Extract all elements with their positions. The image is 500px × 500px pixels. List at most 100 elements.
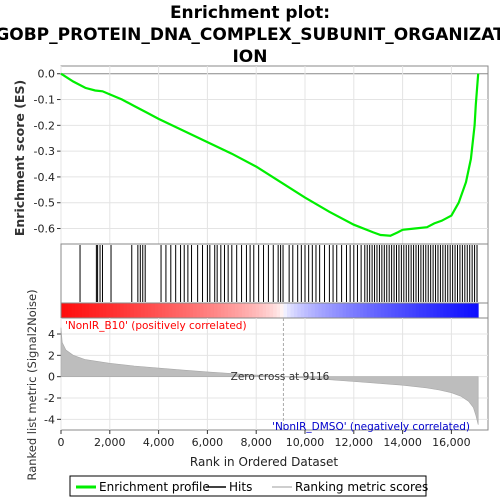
heatmap-cell bbox=[200, 303, 204, 318]
heatmap-cell bbox=[280, 303, 284, 318]
metric-y-tick-label: 2 bbox=[48, 349, 55, 362]
es-y-tick-label: -0.5 bbox=[34, 197, 55, 210]
heatmap-cell bbox=[300, 303, 305, 318]
heatmap-cell bbox=[339, 303, 344, 318]
chart-title-line-1: Enrichment plot: bbox=[170, 3, 330, 23]
heatmap-cell bbox=[363, 303, 368, 318]
heatmap-cell bbox=[220, 303, 225, 318]
chart-title-line-2: GOBP_PROTEIN_DNA_COMPLEX_SUBUNIT_ORGANIZ… bbox=[0, 25, 500, 45]
es-y-tick-label: -0.4 bbox=[34, 171, 55, 184]
heatmap-cell bbox=[67, 303, 72, 318]
heatmap-cell bbox=[269, 303, 274, 318]
heatmap-cell bbox=[366, 303, 371, 318]
heatmap-cell bbox=[120, 303, 124, 318]
heatmap-cell bbox=[276, 303, 281, 318]
heatmap-cell bbox=[248, 303, 253, 318]
heatmap-cell bbox=[186, 303, 191, 318]
heatmap-cell bbox=[144, 303, 149, 318]
heatmap-cell bbox=[266, 303, 271, 318]
heatmap-cell bbox=[370, 303, 375, 318]
heatmap-cell bbox=[446, 303, 451, 318]
heatmap-cell bbox=[380, 303, 385, 318]
heatmap-cell bbox=[175, 303, 180, 318]
heatmap-cell bbox=[203, 303, 208, 318]
heatmap-cell bbox=[140, 303, 145, 318]
heatmap-cell bbox=[158, 303, 163, 318]
es-y-tick-label: 0.0 bbox=[38, 68, 56, 81]
heatmap-cell bbox=[154, 303, 159, 318]
heatmap-cell bbox=[102, 303, 107, 318]
heatmap-cell bbox=[78, 303, 83, 318]
heatmap-cell bbox=[349, 303, 354, 318]
zero-cross-label: Zero cross at 9116 bbox=[231, 371, 330, 383]
negative-correlation-label: 'NonIR_DMSO' (negatively correlated) bbox=[272, 421, 470, 433]
heatmap-cell bbox=[415, 303, 420, 318]
heatmap-cell bbox=[109, 303, 114, 318]
heatmap-cell bbox=[189, 303, 194, 318]
heatmap-cell bbox=[210, 303, 215, 318]
heatmap-cell bbox=[165, 303, 170, 318]
heatmap-cell bbox=[88, 303, 93, 318]
heatmap-cell bbox=[321, 303, 326, 318]
legend: Enrichment profile Hits Ranking metric s… bbox=[69, 475, 428, 497]
heatmap-cell bbox=[426, 303, 430, 318]
heatmap-cell bbox=[307, 303, 312, 318]
heatmap-cell bbox=[227, 303, 232, 318]
heatmap-cell bbox=[429, 303, 434, 318]
heatmap-cell bbox=[134, 303, 138, 318]
heatmap-cell bbox=[161, 303, 166, 318]
x-tick-label: 6,000 bbox=[192, 436, 224, 449]
heatmap-cell bbox=[64, 303, 69, 318]
heatmap-cell bbox=[252, 303, 257, 318]
heatmap-cell bbox=[106, 303, 111, 318]
heatmap-cell bbox=[412, 303, 417, 318]
x-tick-label: 2,000 bbox=[94, 436, 126, 449]
metric-y-tick-label: 0 bbox=[48, 371, 55, 384]
heatmap-cell bbox=[151, 303, 156, 318]
heatmap-cell bbox=[182, 303, 187, 318]
heatmap-cell bbox=[405, 303, 410, 318]
heatmap-cell bbox=[332, 303, 337, 318]
heatmap-cell bbox=[467, 303, 472, 318]
heatmap-cell bbox=[245, 303, 250, 318]
heatmap-cell bbox=[137, 303, 142, 318]
heatmap-cell bbox=[453, 303, 458, 318]
heatmap-cell bbox=[443, 303, 448, 318]
heatmap-cell bbox=[356, 303, 361, 318]
heatmap-cell bbox=[241, 303, 246, 318]
metric-y-tick-label: -2 bbox=[44, 392, 55, 405]
heatmap-cell bbox=[408, 303, 413, 318]
heatmap-cell bbox=[238, 303, 243, 318]
es-y-tick-label: -0.2 bbox=[34, 119, 55, 132]
heatmap-cell bbox=[471, 303, 476, 318]
heatmap-cell bbox=[387, 303, 392, 318]
heatmap-cell bbox=[234, 303, 239, 318]
heatmap-cell bbox=[346, 303, 350, 318]
x-tick-label: 14,000 bbox=[383, 436, 422, 449]
legend-metric-label: Ranking metric scores bbox=[295, 480, 428, 494]
heatmap-cell bbox=[127, 303, 131, 318]
x-tick-label: 12,000 bbox=[335, 436, 374, 449]
es-y-tick-label: -0.1 bbox=[34, 94, 55, 107]
heatmap-cell bbox=[419, 303, 424, 318]
heatmap-cell bbox=[377, 303, 382, 318]
es-panel: 0.0 -0.1 -0.2 -0.3 -0.4 -0.5 -0.6 bbox=[34, 65, 489, 245]
heatmap-cell bbox=[464, 303, 469, 318]
heatmap-cell bbox=[342, 303, 347, 318]
metric-y-tick-label: -4 bbox=[44, 413, 55, 426]
heatmap-cell bbox=[328, 303, 333, 318]
heatmap-cell bbox=[283, 303, 288, 318]
heatmap-cell bbox=[81, 303, 86, 318]
heatmap-cell bbox=[116, 303, 121, 318]
heatmap-cell bbox=[168, 303, 173, 318]
rank-heatmap bbox=[60, 302, 489, 319]
heatmap-cell bbox=[196, 303, 201, 318]
heatmap-cell bbox=[290, 303, 295, 318]
heatmap-cell bbox=[353, 303, 357, 318]
legend-hits-label: Hits bbox=[229, 480, 252, 494]
heatmap-cell bbox=[391, 303, 396, 318]
heatmap-cell bbox=[123, 303, 128, 318]
heatmap-cell bbox=[450, 303, 455, 318]
heatmap-cell bbox=[394, 303, 399, 318]
heatmap-cell bbox=[401, 303, 406, 318]
